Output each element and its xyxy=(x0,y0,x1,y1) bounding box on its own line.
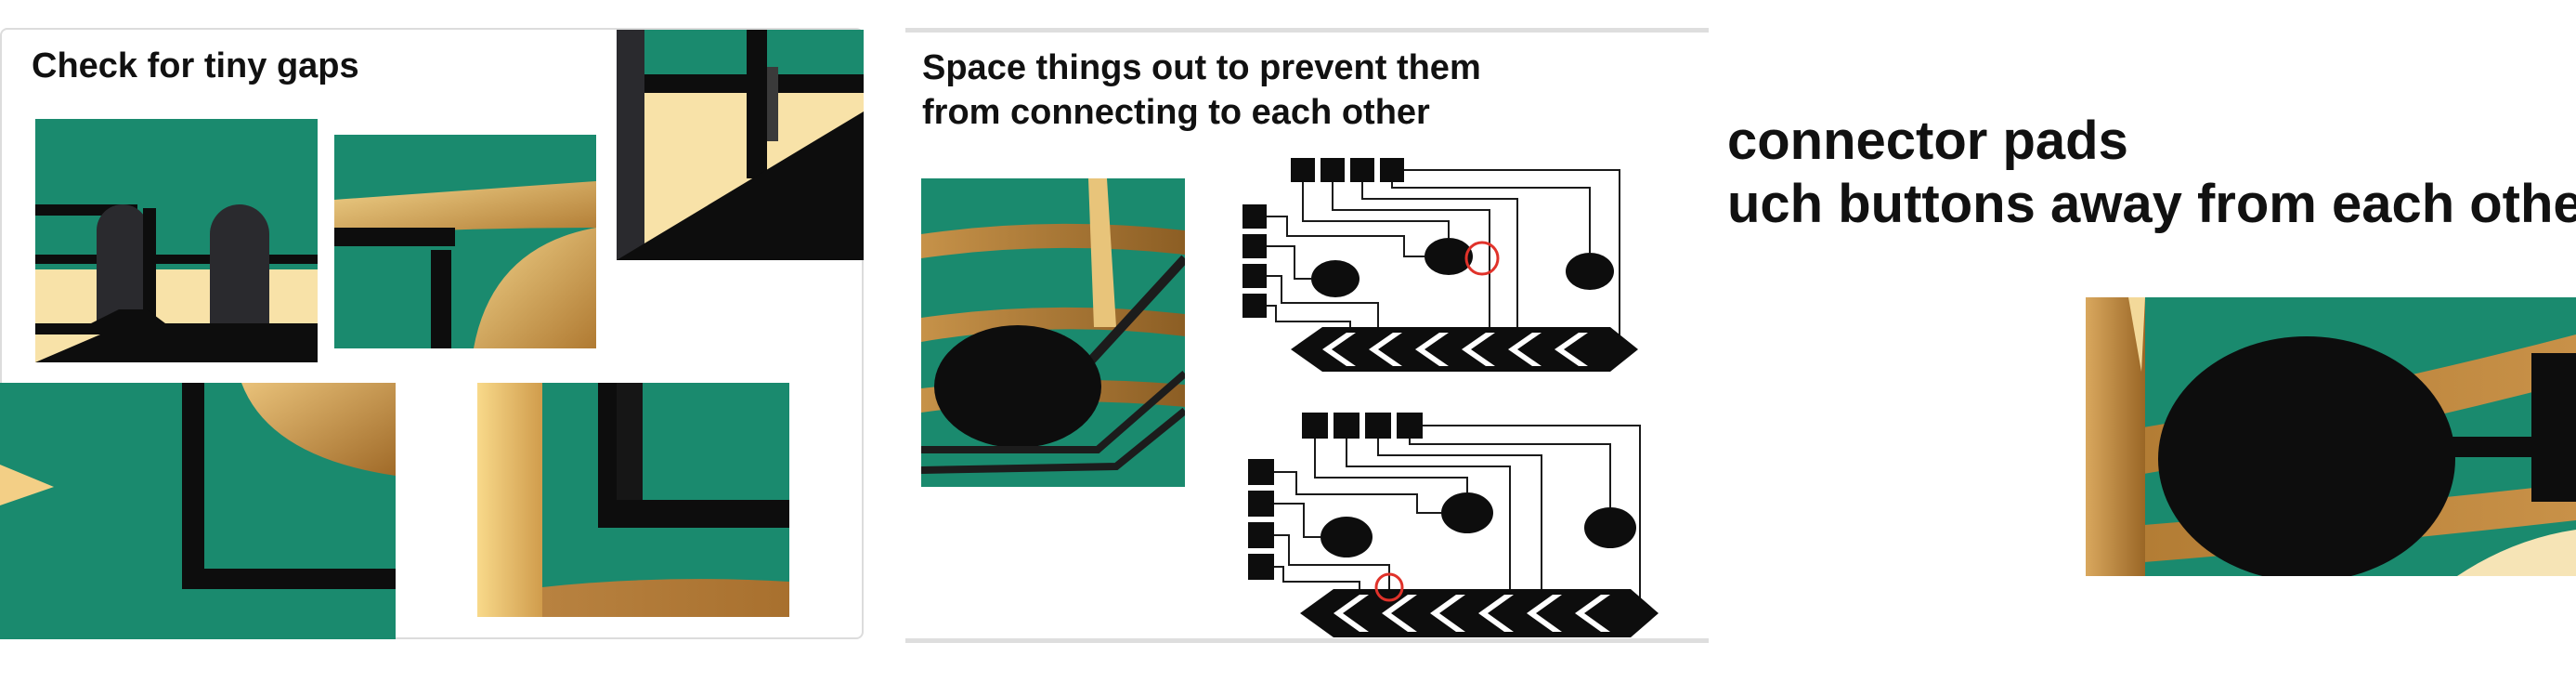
gaps-title: Check for tiny gaps xyxy=(32,46,359,85)
pads-title-line-2: uch buttons away from each other xyxy=(1727,174,2576,234)
gap-image-3 xyxy=(617,30,864,260)
pads-photo xyxy=(2086,297,2576,576)
pads-title-line-1: connector pads xyxy=(1727,111,2128,171)
gap-image-4 xyxy=(0,383,396,639)
gap-image-5 xyxy=(477,383,789,617)
schematic-top xyxy=(1239,154,1638,377)
schematic-bottom xyxy=(1244,409,1659,641)
pads-title: connector pads uch buttons away from eac… xyxy=(1727,110,2576,236)
spacing-title-line-1: Space things out to prevent them xyxy=(922,48,1481,87)
spacing-highlight-bottom xyxy=(1374,572,1404,602)
spacing-title: Space things out to prevent them from co… xyxy=(922,46,1481,135)
spacing-title-line-2: from connecting to each other xyxy=(922,93,1430,132)
spacing-highlight-top xyxy=(1464,241,1500,276)
gap-image-2 xyxy=(334,135,596,348)
gap-image-1 xyxy=(35,119,318,362)
spacing-photo xyxy=(921,178,1185,487)
